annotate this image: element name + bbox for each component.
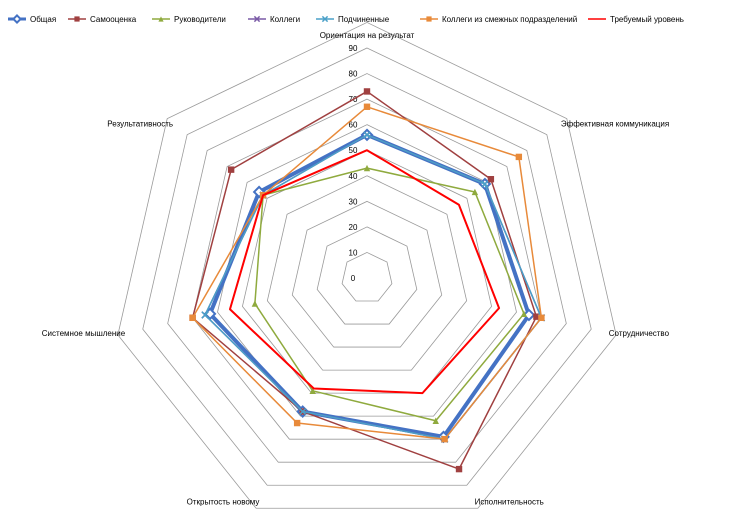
series-3 [251, 164, 528, 424]
data-point [158, 16, 164, 22]
tick-label: 10 [349, 248, 358, 257]
legend-label: Самооценка [90, 15, 137, 24]
legend-item: Руководители [152, 15, 226, 24]
axis-label-1: Ориентация на результат [320, 31, 415, 40]
data-point [293, 419, 301, 427]
data-point [189, 314, 196, 322]
legend: Общая Самооценка Руководители Коллеги Подчин… [8, 13, 684, 25]
axis-label-7: Результативность [107, 119, 173, 128]
data-point [11, 13, 23, 25]
data-point [251, 300, 259, 307]
data-point [74, 16, 80, 22]
data-point [363, 164, 371, 172]
grid-ring [266, 175, 468, 371]
legend-label: Требуемый уровень [610, 15, 684, 24]
series-line [191, 90, 538, 470]
axis-label-4: Исполнительность [475, 497, 544, 506]
data-point [309, 387, 316, 395]
grid-ring [241, 149, 493, 394]
data-point [487, 176, 495, 183]
tick-label: 60 [349, 121, 358, 130]
data-point [298, 407, 307, 416]
legend-item: Подчиненные [316, 15, 390, 24]
legend-item: Коллеги из смежных подразделений [420, 15, 577, 24]
tick-label: 40 [349, 172, 358, 181]
data-point [441, 435, 448, 443]
data-point [227, 166, 235, 173]
legend-label: Подчиненные [338, 15, 390, 24]
tick-label: 90 [349, 44, 358, 53]
legend-item: Коллеги [248, 15, 300, 24]
grid-ring [316, 226, 418, 325]
legend-item: Общая [8, 13, 56, 25]
data-point [538, 314, 545, 322]
axis-label-2: Эффективная коммуникация [561, 119, 669, 128]
tick-label: 50 [349, 146, 358, 155]
series-line [254, 167, 525, 422]
grid-ring [341, 252, 393, 302]
tick-label: 0 [351, 274, 356, 283]
series-line [228, 149, 501, 395]
tick-label: 20 [349, 223, 358, 232]
grid-ring [117, 22, 617, 509]
tick-label: 80 [349, 70, 358, 79]
legend-label: Коллеги [270, 15, 300, 24]
axis-label-6: Системное мышление [42, 329, 126, 338]
data-point [455, 465, 463, 473]
axis-labels: Ориентация на результат Эффективная комму… [42, 31, 670, 506]
axis-label-5: Открытость новому [187, 497, 260, 506]
data-point [253, 15, 261, 23]
series-line [204, 134, 543, 440]
series-7 [228, 149, 501, 395]
data-point [363, 131, 371, 139]
axis-label-3: Сотрудничество [609, 329, 670, 338]
legend-label: Руководители [174, 15, 226, 24]
data-point [432, 417, 439, 424]
grid-ring [167, 73, 567, 463]
grid-ring [291, 200, 443, 348]
data-point [426, 16, 432, 22]
data-point [201, 311, 209, 319]
tick-label: 30 [349, 197, 358, 206]
data-point [515, 153, 523, 161]
series-group [189, 88, 546, 473]
data-point [321, 15, 329, 23]
data-point [481, 180, 489, 188]
data-point [522, 308, 536, 322]
series-line [208, 132, 531, 439]
data-point [520, 310, 528, 318]
legend-item: Самооценка [68, 15, 137, 24]
data-point [363, 88, 371, 95]
grid-ring [142, 47, 592, 486]
legend-item: Требуемый уровень [588, 15, 684, 24]
series-line [191, 106, 543, 440]
data-point [533, 313, 540, 320]
series-6 [189, 103, 545, 443]
legend-label: Коллеги из смежных подразделений [442, 15, 577, 24]
data-point [363, 103, 371, 110]
grid-ring [192, 98, 542, 440]
legend-label: Общая [30, 15, 56, 24]
data-point [471, 188, 479, 196]
